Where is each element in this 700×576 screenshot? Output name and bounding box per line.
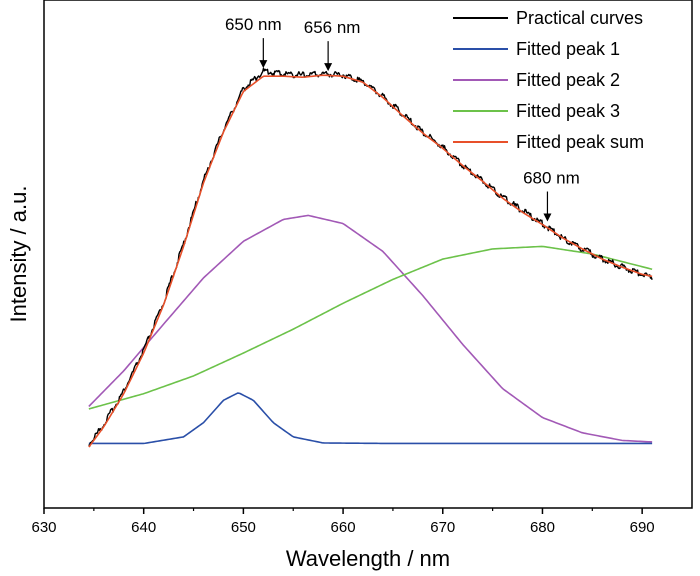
x-axis-title: Wavelength / nm bbox=[286, 546, 450, 571]
x-tick-label: 690 bbox=[630, 519, 655, 536]
annotation-arrow-head bbox=[259, 60, 268, 69]
x-tick-label: 670 bbox=[430, 519, 455, 536]
legend-label-4: Fitted peak 3 bbox=[516, 101, 620, 121]
annotation-label: 650 nm bbox=[225, 15, 282, 34]
series-line-5 bbox=[88, 74, 653, 448]
legend-label-3: Fitted peak 2 bbox=[516, 70, 620, 90]
annotation-arrow-head bbox=[324, 63, 333, 72]
legend-label-2: Fitted peak 1 bbox=[516, 39, 620, 59]
legend: Practical curves Fitted peak 1 Fitted peak… bbox=[453, 8, 644, 152]
legend-label-5: Fitted peak sum bbox=[516, 132, 644, 152]
series-layer bbox=[88, 67, 653, 448]
series-line-4 bbox=[88, 245, 653, 410]
series-line-2 bbox=[88, 392, 653, 445]
x-tick-label: 640 bbox=[131, 519, 156, 536]
legend-label-1: Practical curves bbox=[516, 8, 643, 28]
series-line-1 bbox=[88, 67, 653, 448]
annotation-label: 680 nm bbox=[523, 169, 580, 188]
series-line-3 bbox=[88, 214, 653, 443]
x-axis: 630 640 650 660 670 680 690 bbox=[31, 508, 655, 536]
plot-area-frame bbox=[43, 0, 693, 509]
x-tick-label: 630 bbox=[31, 519, 56, 536]
annotation-arrow-head bbox=[543, 213, 552, 222]
annotation-layer: 650 nm 656 nm 680 nm bbox=[225, 15, 580, 222]
x-tick-label: 680 bbox=[530, 519, 555, 536]
y-axis-title: Intensity / a.u. bbox=[6, 186, 31, 323]
x-tick-label: 660 bbox=[331, 519, 356, 536]
annotation-label: 656 nm bbox=[304, 18, 361, 37]
x-tick-label: 650 bbox=[231, 519, 256, 536]
